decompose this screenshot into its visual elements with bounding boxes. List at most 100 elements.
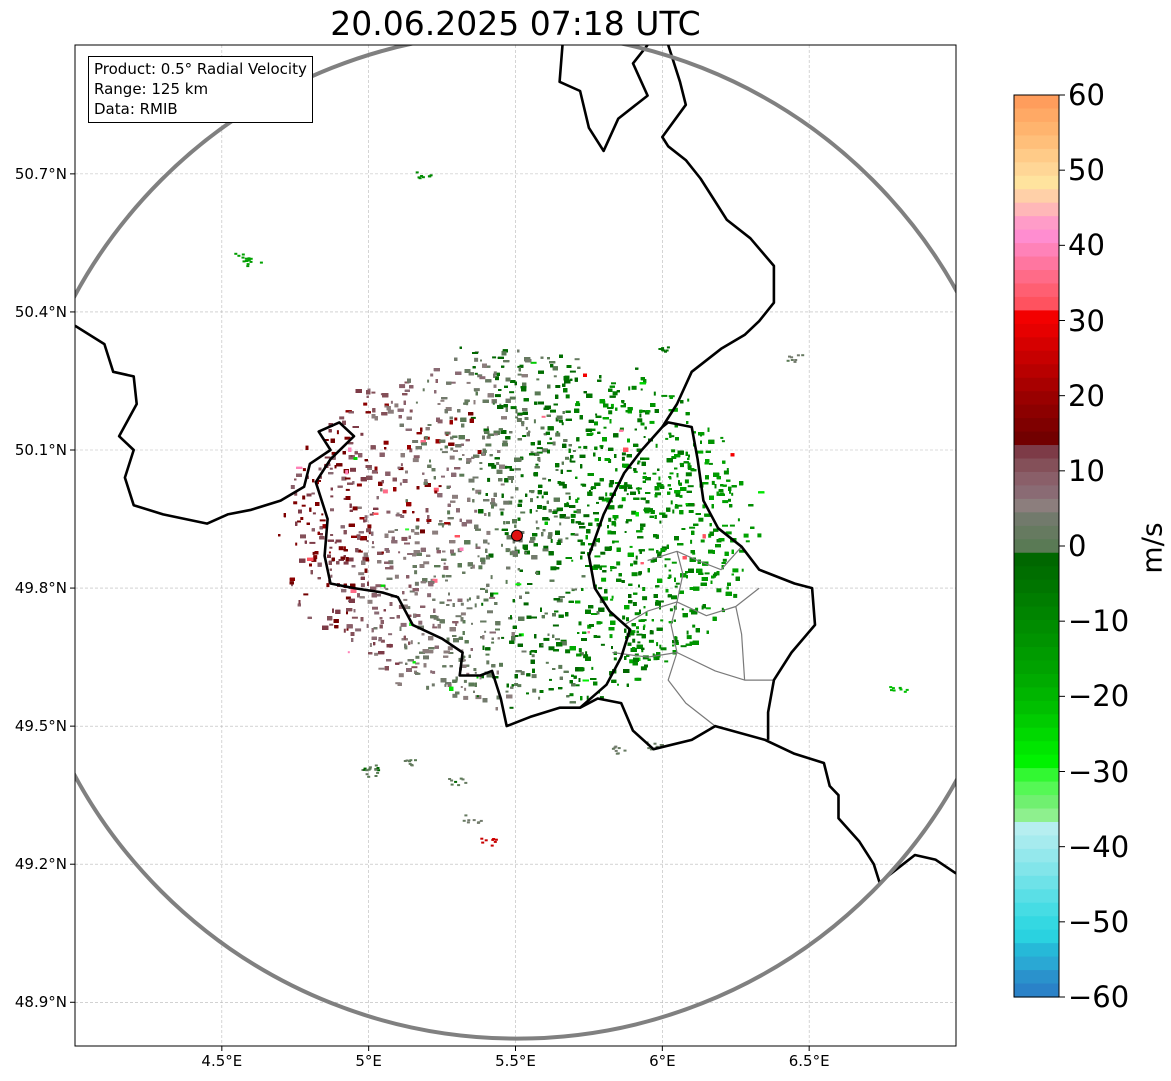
lat-lon-gridlines [75, 45, 956, 1046]
colorbar-swatch [1014, 323, 1059, 338]
colorbar-swatch [1014, 727, 1059, 742]
y-tick-label: 50.1°N [14, 441, 67, 459]
colorbar-swatch [1014, 754, 1059, 769]
colorbar-swatch [1014, 606, 1059, 621]
colorbar-swatch [1014, 795, 1059, 810]
product-info-box: Product: 0.5° Radial Velocity Range: 125… [88, 56, 313, 123]
colorbar-swatch [1014, 768, 1059, 783]
border-segment [660, 45, 776, 428]
colorbar-swatch [1014, 821, 1059, 837]
colorbar-tick-label: −50 [1068, 904, 1130, 939]
colorbar-tick-label: −20 [1068, 679, 1130, 714]
colorbar-unit-label: m/s [1135, 522, 1169, 574]
colorbar-tick-label: −40 [1068, 829, 1130, 864]
colorbar-swatch [1014, 296, 1059, 311]
colorbar-swatch [1014, 485, 1059, 500]
province-boundaries [612, 546, 774, 727]
colorbar-swatch [1014, 633, 1059, 648]
y-tick-label: 49.2°N [14, 855, 67, 874]
colorbar-swatch [1014, 458, 1059, 473]
colorbar-swatch [1014, 121, 1059, 136]
colorbar-swatch [1014, 916, 1059, 931]
colorbar-swatch [1014, 620, 1059, 635]
colorbar-tick-label: 40 [1068, 228, 1105, 263]
colorbar-swatch [1014, 350, 1059, 365]
x-tick-label: 4.5°E [201, 1052, 243, 1070]
radar-site-marker [510, 529, 523, 542]
colorbar-swatch [1014, 471, 1059, 487]
colorbar-swatch [1014, 108, 1059, 123]
colorbar-swatch [1014, 862, 1059, 877]
province-boundary [735, 606, 746, 681]
colorbar-swatch [1014, 646, 1059, 662]
colorbar-swatch [1014, 593, 1059, 608]
chart-title: 20.06.2025 07:18 UTC [330, 4, 701, 43]
province-boundary [647, 546, 743, 571]
colorbar-swatch [1014, 673, 1059, 688]
y-tick-label: 49.5°N [14, 717, 67, 736]
border-segment [75, 324, 956, 884]
colorbar-swatch [1014, 512, 1059, 527]
colorbar-swatch [1014, 283, 1059, 298]
x-tick-label: 6°E [649, 1052, 676, 1070]
colorbar-swatch [1014, 983, 1059, 998]
y-axis-ticks [70, 173, 75, 1003]
colorbar-swatch [1014, 404, 1059, 419]
colorbar-swatch [1014, 956, 1059, 971]
colorbar-swatch [1014, 714, 1059, 729]
colorbar-swatch [1014, 889, 1059, 904]
province-boundary [623, 587, 760, 626]
border-segment [579, 421, 817, 740]
colorbar-swatch [1014, 848, 1059, 863]
province-boundary [667, 601, 716, 727]
colorbar-swatch [1014, 498, 1059, 513]
colorbar-swatch [1014, 175, 1059, 190]
colorbar-swatch [1014, 445, 1059, 460]
y-tick-label: 50.4°N [14, 302, 67, 321]
colorbar-swatch [1014, 243, 1059, 258]
data-source-label: Data: RMIB [94, 100, 178, 118]
colorbar-swatch [1014, 256, 1059, 271]
range-label: Range: 125 km [94, 80, 209, 98]
y-tick-label: 49.8°N [14, 579, 67, 598]
x-axis-ticks [221, 1046, 810, 1051]
country-borders [75, 45, 956, 884]
x-tick-label: 6.5°E [788, 1052, 830, 1070]
x-tick-label: 5°E [355, 1052, 382, 1070]
colorbar-swatch [1014, 970, 1059, 985]
colorbar-tick-label: 10 [1068, 453, 1105, 488]
colorbar-swatch [1014, 135, 1059, 150]
colorbar-swatch [1014, 687, 1059, 702]
colorbar-swatch [1014, 835, 1059, 850]
velocity-echoes [234, 171, 909, 847]
colorbar-swatch [1014, 270, 1059, 285]
colorbar-swatch [1014, 579, 1059, 594]
x-tick-label: 5.5°E [495, 1052, 536, 1070]
colorbar-swatch [1014, 929, 1059, 944]
colorbar-swatch [1014, 377, 1059, 392]
colorbar-swatch [1014, 875, 1059, 890]
border-segment [558, 45, 649, 153]
colorbar-swatch [1014, 539, 1059, 554]
colorbar-swatch [1014, 148, 1059, 163]
colorbar-swatch [1014, 808, 1059, 823]
range-ring [75, 45, 956, 1041]
colorbar-swatch [1014, 95, 1059, 110]
colorbar-swatch [1014, 391, 1059, 406]
colorbar-swatch [1014, 431, 1059, 446]
colorbar-swatch [1014, 660, 1059, 675]
colorbar-tick-label: 30 [1068, 303, 1105, 338]
colorbar-swatch [1014, 525, 1059, 540]
colorbar-swatch [1014, 202, 1059, 217]
colorbar-swatch [1014, 418, 1059, 433]
colorbar-swatch [1014, 781, 1059, 796]
colorbar-swatch [1014, 700, 1059, 715]
colorbar-tick-label: 0 [1068, 529, 1087, 563]
colorbar-tick-label: 20 [1068, 378, 1105, 413]
colorbar-swatch [1014, 902, 1059, 917]
product-label: Product: 0.5° Radial Velocity [94, 60, 307, 78]
province-boundary [612, 651, 774, 681]
colorbar-tick-label: 60 [1068, 78, 1105, 112]
colorbar-swatch [1014, 364, 1059, 379]
